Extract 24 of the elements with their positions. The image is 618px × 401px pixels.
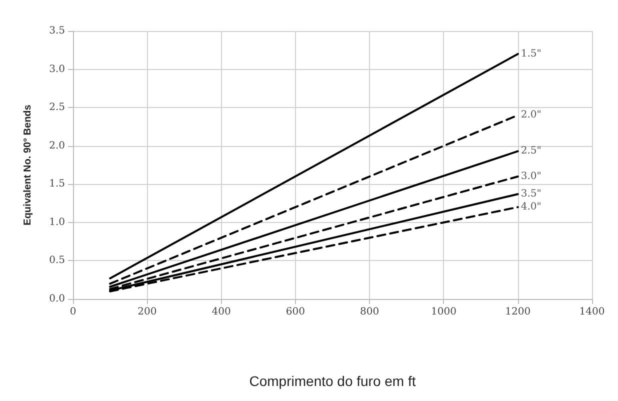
series-label: 3.5" [520,188,542,200]
x-tick-label: 1200 [505,306,531,318]
y-tick-label: 2.5 [49,102,65,114]
y-tick-label: 3.0 [49,64,65,75]
x-tick-label: 200 [138,306,157,318]
series-label: 4.0" [520,202,542,213]
x-tick-label: 400 [212,306,231,318]
series-label: 2.5" [520,146,542,157]
y-tick-label: 0.0 [49,294,65,304]
x-tick-label: 600 [286,306,305,318]
y-tick-label: 2.0 [49,140,65,152]
x-tick-label: 1400 [579,306,605,318]
x-tick-label: 0 [70,306,76,318]
y-axis-title: Equivalent No. 90° Bends [22,104,34,226]
y-tick-label: 1.5 [49,178,65,190]
series-label: 2.0" [520,110,542,121]
y-tick-label: 3.5 [49,26,65,36]
series-label: 3.0" [520,170,542,182]
y-tick-label: 1.0 [49,216,65,228]
x-tick-label: 800 [360,306,380,318]
x-tick-label: 1000 [430,306,456,318]
series-label: 1.5" [520,48,542,60]
y-tick-label: 0.5 [49,255,65,266]
x-axis-title: Comprimento do furo em ft [249,373,416,389]
